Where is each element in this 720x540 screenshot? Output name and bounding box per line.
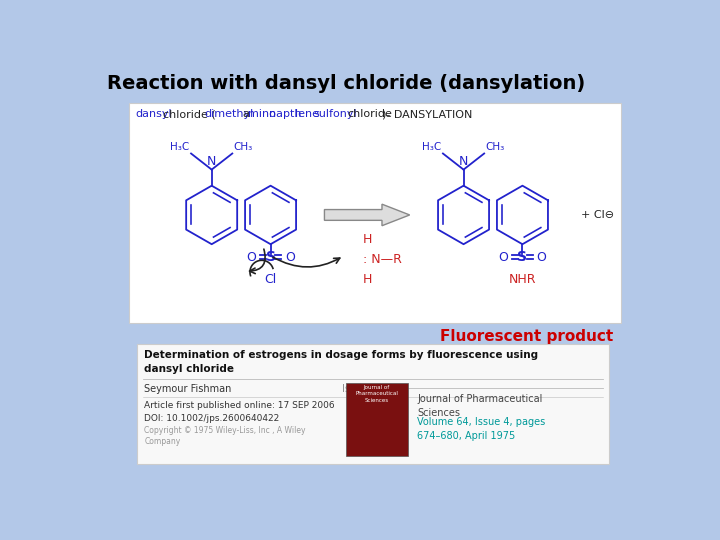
- Text: S: S: [266, 251, 276, 265]
- Text: N: N: [459, 155, 468, 168]
- FancyBboxPatch shape: [137, 345, 609, 464]
- Text: Fluorescent product: Fluorescent product: [440, 329, 613, 344]
- Text: H₃C: H₃C: [422, 142, 441, 152]
- Text: O: O: [246, 251, 256, 264]
- Text: Seymour Fishman: Seymour Fishman: [144, 384, 232, 394]
- Text: Article first published online: 17 SEP 2006: Article first published online: 17 SEP 2…: [144, 401, 335, 410]
- Text: CH₃: CH₃: [486, 142, 505, 152]
- Text: )- DANSYLATION: )- DANSYLATION: [382, 110, 472, 119]
- Text: O: O: [285, 251, 294, 264]
- Text: napth: napth: [269, 110, 302, 119]
- Polygon shape: [325, 204, 410, 226]
- Text: chloride: chloride: [347, 110, 392, 119]
- Text: dansyl: dansyl: [135, 110, 171, 119]
- Text: O: O: [536, 251, 546, 264]
- Text: CH₃: CH₃: [234, 142, 253, 152]
- Text: Journal of
Pharmaceutical
Sciences: Journal of Pharmaceutical Sciences: [355, 385, 398, 402]
- Text: : N—R: : N—R: [363, 253, 402, 266]
- Text: S: S: [518, 251, 528, 265]
- Text: a: a: [243, 110, 249, 119]
- Text: O: O: [498, 251, 508, 264]
- Text: Reaction with dansyl chloride (dansylation): Reaction with dansyl chloride (dansylati…: [107, 74, 585, 93]
- Text: Volume 64, Issue 4, pages
674–680, April 1975: Volume 64, Issue 4, pages 674–680, April…: [417, 417, 545, 442]
- Text: dimethyl: dimethyl: [204, 110, 253, 119]
- Text: Journal of Pharmaceutical
Sciences: Journal of Pharmaceutical Sciences: [417, 394, 542, 417]
- Text: N: N: [207, 155, 217, 168]
- Text: Cl: Cl: [264, 273, 276, 286]
- Text: + Cl⊖: + Cl⊖: [581, 210, 614, 220]
- Text: Copyright © 1975 Wiley-Liss, Inc , A Wiley
Company: Copyright © 1975 Wiley-Liss, Inc , A Wil…: [144, 426, 306, 446]
- Text: mino: mino: [248, 110, 276, 119]
- Text: Issue: Issue: [342, 384, 367, 394]
- Text: chloride (: chloride (: [163, 110, 216, 119]
- Text: NHR: NHR: [509, 273, 536, 286]
- Text: DOI: 10.1002/jps.2600640422: DOI: 10.1002/jps.2600640422: [144, 414, 279, 423]
- FancyBboxPatch shape: [129, 103, 621, 323]
- Text: H: H: [362, 233, 372, 246]
- Text: Determination of estrogens in dosage forms by fluorescence using
dansyl chloride: Determination of estrogens in dosage for…: [144, 350, 539, 374]
- Text: sulfonyl: sulfonyl: [313, 110, 356, 119]
- Text: H₃C: H₃C: [170, 142, 189, 152]
- FancyBboxPatch shape: [346, 383, 408, 456]
- Text: lene: lene: [294, 110, 318, 119]
- Text: H: H: [362, 273, 372, 286]
